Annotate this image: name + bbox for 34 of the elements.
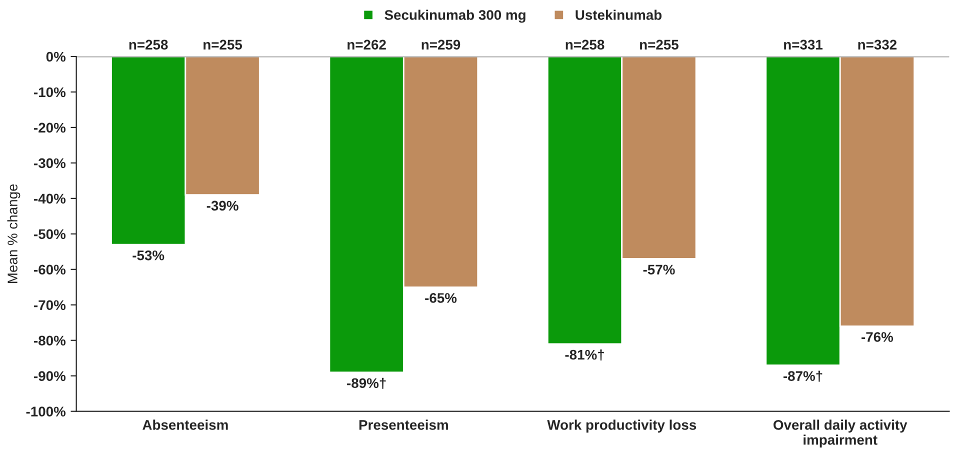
annotation: n=259 (422, 40, 460, 50)
y-tick-label: -60% (34, 264, 66, 275)
y-tick-label: -40% (34, 194, 66, 204)
data-label: -53% (132, 250, 164, 260)
data-label: -76% (862, 332, 894, 342)
y-tick-label: -70% (34, 300, 66, 310)
y-tick-label: -80% (34, 336, 66, 346)
annotation: n=255 (204, 40, 242, 50)
y-tick-label: -20% (34, 122, 66, 133)
data-label: -57% (643, 264, 675, 275)
x-tick-label: Absenteeism (142, 420, 228, 430)
data-label: -39% (206, 200, 238, 211)
y-tick-label: -100% (26, 406, 66, 416)
data-label: -87%† (783, 370, 822, 382)
y-tick-label: -30% (34, 158, 66, 168)
legend-label: Ustekinumab (576, 10, 662, 20)
annotation: n=255 (640, 40, 678, 50)
x-tick-label: Overall daily activity impairment (774, 420, 908, 448)
y-tick-label: -90% (34, 371, 66, 382)
annotation: n=331 (784, 40, 823, 50)
annotation: n=258 (129, 40, 168, 50)
data-label: -65% (425, 293, 457, 303)
x-tick-label: Work productivity loss (547, 420, 696, 433)
y-tick-label: 0% (46, 52, 66, 62)
data-label: -89%† (347, 378, 386, 389)
y-axis-title: Mean % change (7, 184, 20, 283)
y-tick-label: -10% (34, 87, 66, 98)
x-tick-label: Presenteeism (359, 420, 448, 430)
legend-label: Secukinumab 300 mg (384, 10, 526, 23)
annotation: n=262 (348, 40, 386, 50)
annotation: n=258 (566, 40, 604, 50)
y-tick-label: -50% (34, 229, 66, 240)
data-label: -81%† (565, 349, 604, 360)
annotation: n=332 (858, 40, 897, 50)
